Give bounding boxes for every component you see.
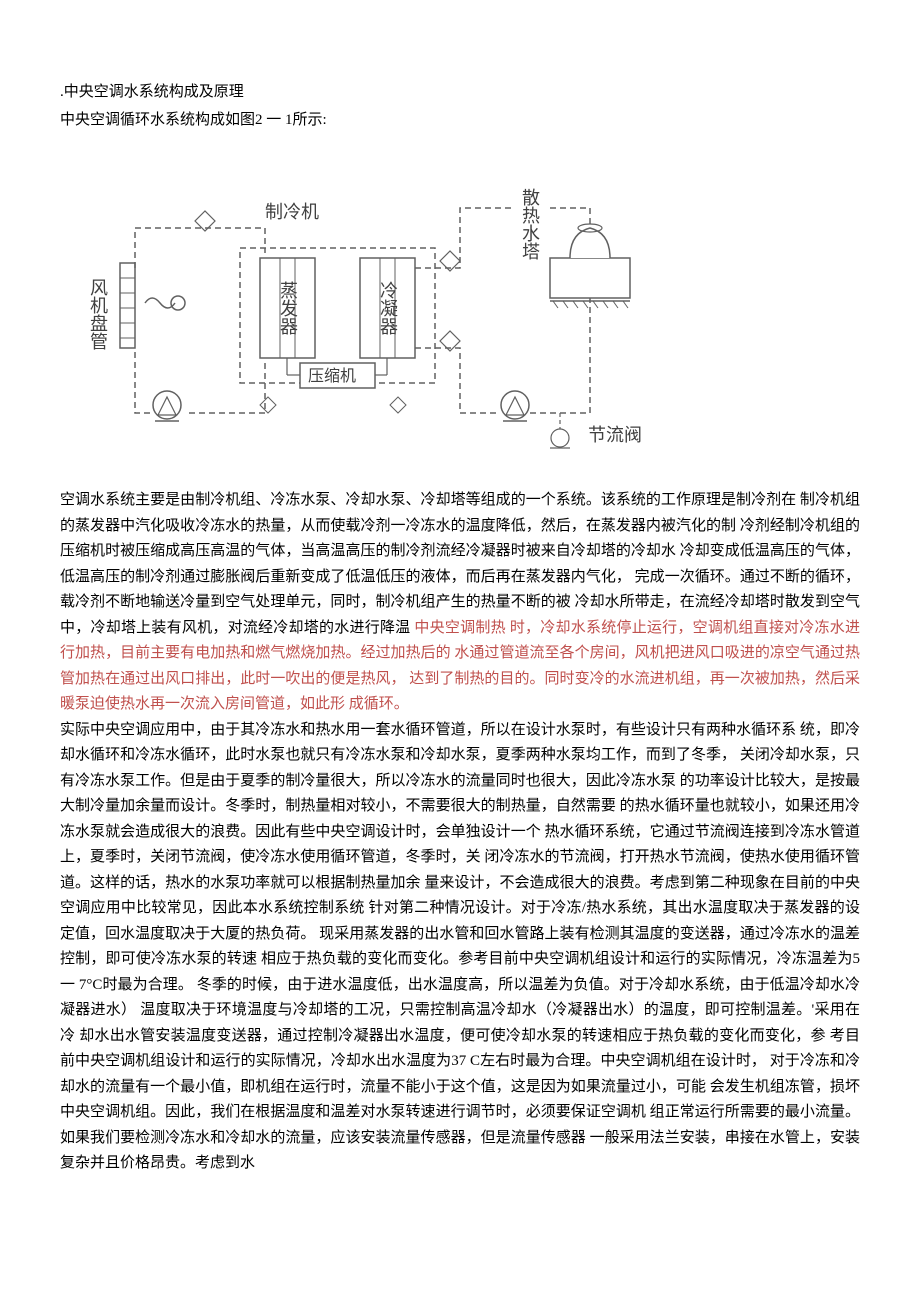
- valve-small-1: [260, 397, 276, 413]
- cooling-tower-label: 散热水塔: [520, 188, 540, 260]
- section-title-1: .中央空调水系统构成及原理: [60, 80, 860, 106]
- evaporator-label: 蒸发器: [278, 281, 298, 335]
- compressor-label: 压缩机: [308, 367, 356, 385]
- condenser-label: 冷凝器: [378, 281, 398, 335]
- fan-coil-icon: 风机盘管: [90, 263, 185, 350]
- pump-left-icon: [153, 391, 181, 421]
- system-diagram: 风机盘管 制冷机 蒸发器 冷凝器: [90, 153, 650, 463]
- body-paragraph-2: 实际中央空调应用中，由于其冷冻水和热水用一套水循环管道，所以在设计水泵时，有些设…: [60, 718, 860, 1177]
- throttle-valve-icon: 节流阀: [550, 413, 642, 448]
- valve-small-2: [390, 397, 406, 413]
- pump-right-icon: [501, 391, 529, 421]
- cooling-tower-icon: 散热水塔: [520, 188, 630, 308]
- fan-coil-label: 风机盘管: [90, 278, 108, 350]
- throttle-label: 节流阀: [588, 425, 642, 445]
- section-title-2: 中央空调循环水系统构成如图2 一 1所示:: [60, 108, 860, 134]
- diagram-svg: 风机盘管 制冷机 蒸发器 冷凝器: [90, 153, 650, 463]
- body-paragraph-1: 空调水系统主要是由制冷机组、冷冻水泵、冷却水泵、冷却塔等组成的一个系统。该系统的…: [60, 488, 860, 718]
- p1-normal-text: 空调水系统主要是由制冷机组、冷冻水泵、冷却水泵、冷却塔等组成的一个系统。该系统的…: [60, 492, 860, 636]
- chiller-label: 制冷机: [265, 202, 319, 222]
